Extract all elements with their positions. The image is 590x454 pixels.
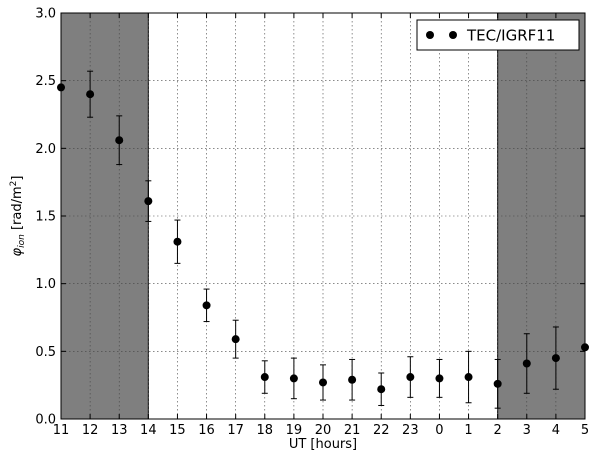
legend-marker — [449, 31, 457, 39]
x-tick-label: 19 — [286, 423, 303, 438]
x-tick-label: 12 — [82, 423, 99, 438]
y-axis-label: φion [rad/m2] — [9, 176, 27, 257]
data-point — [289, 374, 298, 383]
x-tick-label: 1 — [464, 423, 472, 438]
y-tick-label: 1.5 — [35, 210, 56, 225]
x-tick-label: 20 — [315, 423, 332, 438]
data-point — [377, 385, 386, 394]
y-ticks: 0.0 0.5 1.0 1.5 2.0 2.5 3.0 — [35, 7, 585, 428]
x-tick-label: 21 — [344, 423, 361, 438]
data-point — [260, 373, 269, 382]
x-tick-label: 11 — [53, 423, 70, 438]
data-point — [115, 136, 124, 145]
y-tick-label: 3.0 — [35, 7, 56, 22]
legend: TEC/IGRF11 — [416, 19, 580, 51]
data-point — [144, 197, 153, 206]
x-axis-label: UT [hours] — [289, 437, 357, 452]
x-tick-label: 16 — [198, 423, 215, 438]
x-tick-label: 17 — [227, 423, 244, 438]
data-point — [551, 354, 560, 363]
x-tick-label: 13 — [111, 423, 128, 438]
x-tick-label: 0 — [435, 423, 443, 438]
grid — [61, 13, 585, 419]
x-tick-label: 4 — [552, 423, 560, 438]
y-tick-label: 2.0 — [35, 142, 56, 157]
y-tick-label: 0.0 — [35, 413, 56, 428]
x-tick-label: 22 — [373, 423, 390, 438]
data-point — [406, 373, 415, 382]
x-tick-label: 18 — [257, 423, 274, 438]
y-tick-label: 0.5 — [35, 345, 56, 360]
x-tick-label: 3 — [523, 423, 531, 438]
legend-marker — [426, 31, 434, 39]
data-point — [202, 301, 211, 310]
legend-label: TEC/IGRF11 — [466, 27, 555, 45]
x-tick-label: 15 — [169, 423, 186, 438]
data-point — [348, 375, 357, 384]
x-tick-label: 23 — [402, 423, 419, 438]
data-points — [57, 83, 589, 394]
data-point — [86, 90, 95, 99]
legend-box — [416, 19, 580, 51]
data-point — [319, 378, 327, 387]
data-point — [522, 359, 531, 368]
x-tick-label: 14 — [140, 423, 157, 438]
data-point — [435, 374, 444, 383]
data-point — [464, 373, 473, 382]
data-point — [493, 379, 502, 388]
x-ticks: 11 12 13 14 15 16 17 18 19 20 21 22 23 0 1 2 3 4 5 — [53, 13, 589, 438]
y-tick-label: 2.5 — [35, 74, 56, 89]
x-tick-label: 2 — [494, 423, 502, 438]
y-tick-label: 1.0 — [35, 277, 56, 292]
x-tick-label: 5 — [581, 423, 589, 438]
data-point — [231, 335, 240, 344]
data-point — [173, 237, 182, 246]
